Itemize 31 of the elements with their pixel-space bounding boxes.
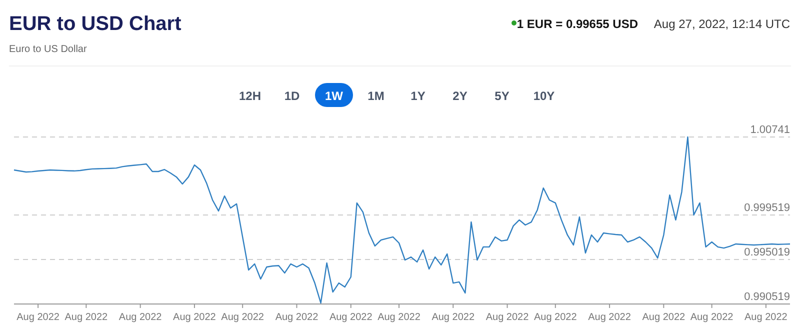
y-tick-label: 0.995019 — [744, 246, 790, 259]
x-tick-label: Aug 2022 — [221, 312, 264, 323]
x-tick-label: Aug 2022 — [378, 312, 421, 323]
x-tick-label: Aug 2022 — [275, 312, 319, 323]
x-tick-label: Aug 2022 — [690, 312, 734, 323]
x-tick-label: Aug 2022 — [486, 312, 530, 323]
chart-title: EUR to USD Chart — [9, 13, 182, 35]
text: 10Y — [533, 89, 555, 103]
text: 1 EUR = 0.99655 USD — [516, 17, 638, 31]
x-tick-label: Aug 2022 — [118, 312, 162, 323]
x-tick-label: Aug 2022 — [744, 312, 788, 323]
x-tick-label: Aug 2022 — [173, 312, 216, 323]
text: Aug 27, 2022, 12:14 UTC — [654, 17, 790, 31]
y-tick-label: 0.999519 — [744, 202, 790, 214]
x-tick-label: Aug 2022 — [64, 312, 108, 323]
y-tick-label: 1.00741 — [750, 124, 790, 136]
text: 1Y — [410, 89, 426, 103]
chart-subtitle: Euro to US Dollar — [9, 44, 88, 55]
x-tick-label: Aug 2022 — [642, 312, 686, 323]
text: 1W — [325, 89, 344, 103]
x-tick-label: Aug 2022 — [16, 312, 60, 323]
text: 2Y — [452, 89, 468, 103]
x-tick-label: Aug 2022 — [588, 312, 632, 323]
x-tick-label: Aug 2022 — [432, 312, 475, 323]
text: 12H — [238, 89, 262, 103]
text: 1M — [368, 89, 384, 103]
text: 1D — [284, 89, 300, 103]
x-tick-label: Aug 2022 — [329, 312, 373, 323]
x-tick-label: Aug 2022 — [534, 312, 578, 323]
y-tick-label: 0.990519 — [744, 291, 790, 303]
text: 5Y — [494, 89, 510, 103]
